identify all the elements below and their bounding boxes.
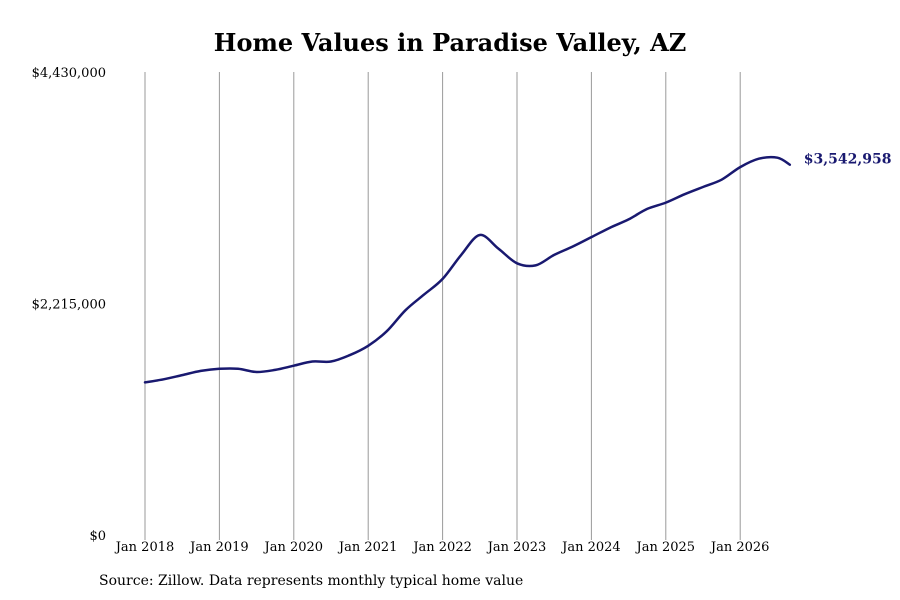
series-layer <box>143 155 792 384</box>
x-tick-label: Jan 2023 <box>486 540 547 555</box>
chart-title: Home Values in Paradise Valley, AZ <box>213 28 687 57</box>
x-tick-label: Jan 2024 <box>560 540 621 555</box>
y-tick-label: $0 <box>89 529 106 544</box>
x-tick-label: Jan 2021 <box>337 540 398 555</box>
x-tick-label: Jan 2019 <box>188 540 249 555</box>
source-note: Source: Zillow. Data represents monthly … <box>99 573 524 589</box>
x-tick-label: Jan 2022 <box>411 540 472 555</box>
series-line <box>143 155 792 384</box>
y-tick-label: $4,430,000 <box>32 66 106 81</box>
x-tick-label: Jan 2026 <box>709 540 770 555</box>
x-axis-ticks: Jan 2018 Jan 2019 Jan 2020 Jan 2021 Jan 2022… <box>114 540 770 555</box>
end-value-label: $3,542,958 <box>804 152 892 168</box>
x-tick-label: Jan 2025 <box>635 540 696 555</box>
end-label-layer: $3,542,958 <box>804 152 892 168</box>
x-tick-label: Jan 2018 <box>114 540 175 555</box>
y-tick-label: $2,215,000 <box>32 298 106 313</box>
gridlines <box>144 72 741 540</box>
x-tick-label: Jan 2020 <box>263 540 324 555</box>
y-axis-ticks: $4,430,000 $2,215,000 $0 <box>32 66 106 544</box>
